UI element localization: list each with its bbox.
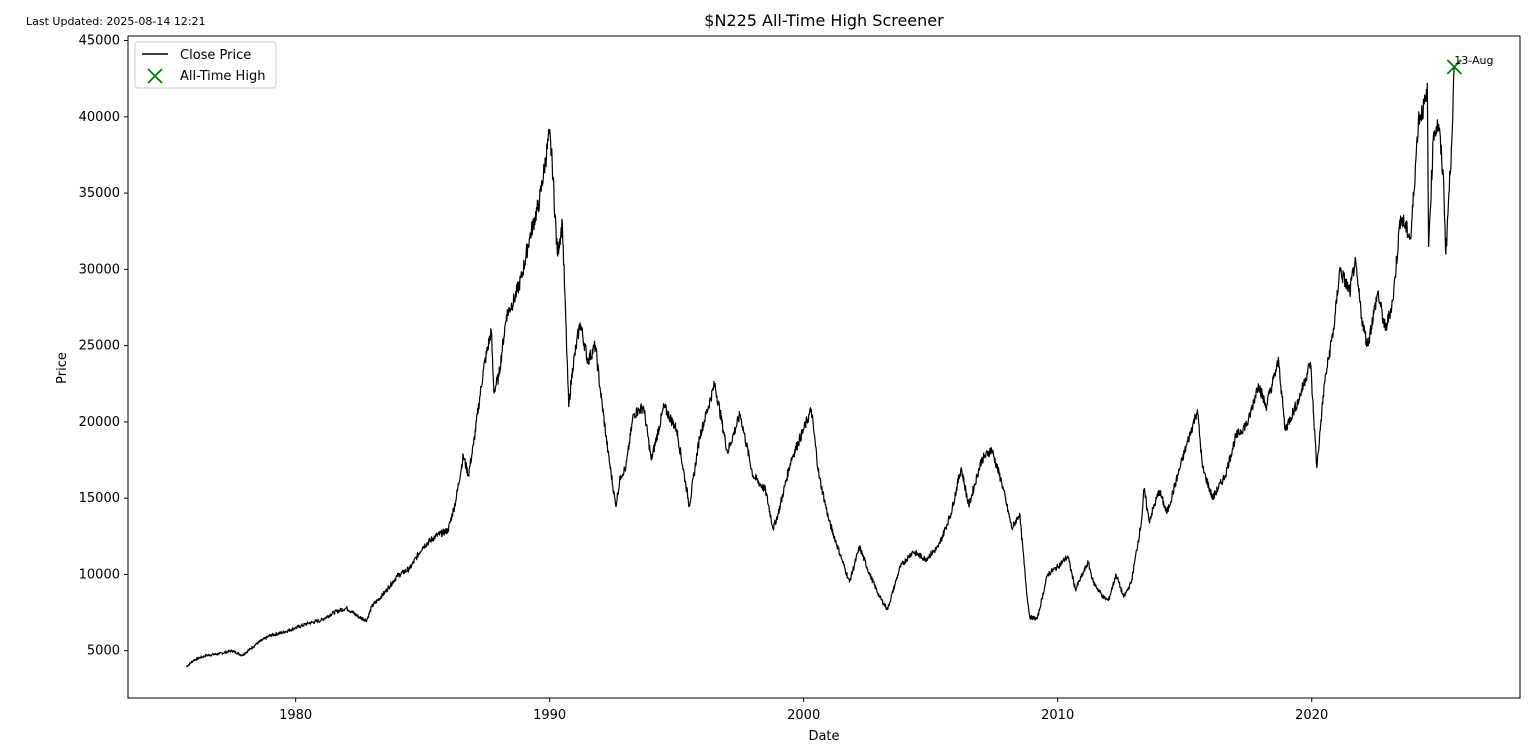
legend: Close Price All-Time High [134,41,277,89]
y-tick-label: 35000 [79,186,120,201]
plot-area [127,35,1521,699]
x-tick-label: 1980 [279,708,312,723]
all-time-high-marker-stroke-b [1446,59,1462,75]
y-tick-label: 45000 [79,34,120,49]
x-axis-label: Date [808,729,839,744]
y-axis: 5000 10000 15000 20000 25000 30000 35000 40000 4… [79,34,128,659]
all-time-high-marker [1446,59,1462,75]
close-price-series-line [186,66,1455,668]
y-tick-label: 5000 [87,644,120,659]
x-tick-label: 2000 [787,708,820,723]
y-tick-label: 10000 [79,567,120,582]
y-axis-label: Price [55,352,70,384]
x-axis: 1980 1990 2000 2010 2020 [279,698,1328,723]
chart-title: $N225 All-Time High Screener [704,11,944,30]
y-tick-label: 30000 [79,262,120,277]
x-tick-label: 1990 [533,708,566,723]
legend-x-icon-b [147,68,163,84]
last-updated-text: Last Updated: 2025-08-14 12:21 [26,15,206,28]
y-tick-label: 25000 [79,339,120,354]
y-tick-label: 40000 [79,110,120,125]
legend-entry-close-price: Close Price [180,48,251,63]
x-tick-label: 2010 [1041,708,1074,723]
y-tick-label: 20000 [79,415,120,430]
x-tick-label: 2020 [1295,708,1328,723]
legend-box [134,41,277,89]
legend-entry-all-time-high: All-Time High [180,69,265,84]
y-tick-label: 15000 [79,491,120,506]
all-time-high-annotation: 13-Aug [1454,54,1493,67]
